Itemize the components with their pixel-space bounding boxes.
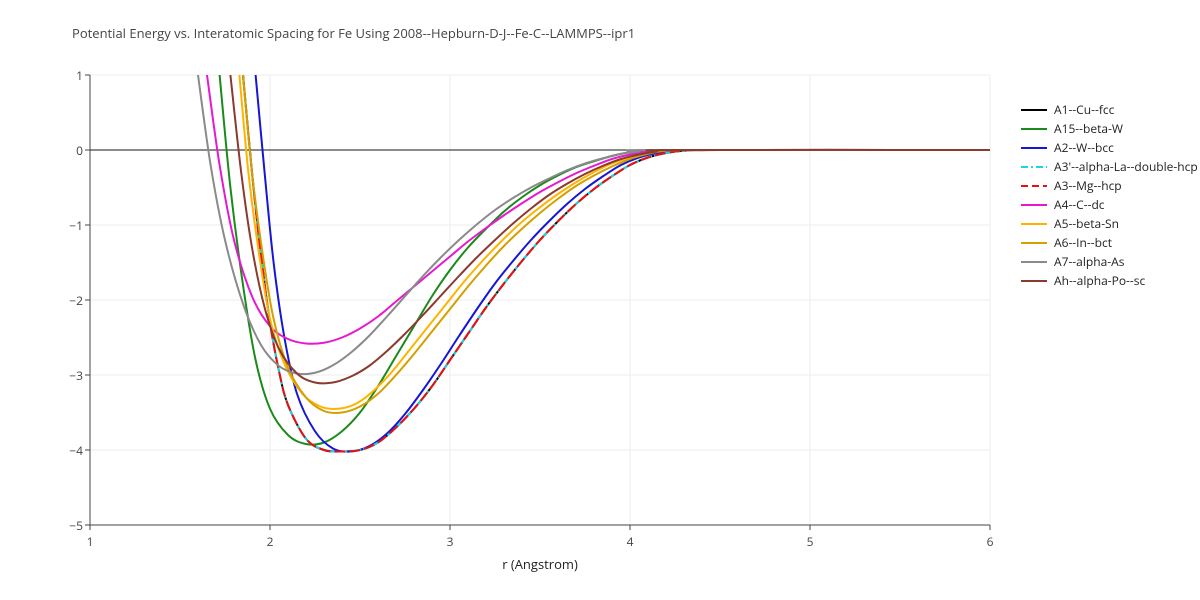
legend-swatch [1020, 199, 1048, 211]
legend-label: A6--In--bct [1054, 234, 1112, 251]
legend-label: A7--alpha-As [1054, 253, 1124, 270]
y-tick-label: 1 [45, 67, 83, 84]
legend-label: A3--Mg--hcp [1054, 177, 1122, 194]
legend-item[interactable]: A5--beta-Sn [1020, 214, 1198, 233]
series-line[interactable] [243, 75, 990, 452]
legend-swatch [1020, 123, 1048, 135]
legend-label: A4--C--dc [1054, 196, 1105, 213]
legend-item[interactable]: A2--W--bcc [1020, 138, 1198, 157]
chart-legend: A1--Cu--fcc A15--beta-W A2--W--bcc A3'--alp… [1020, 100, 1198, 290]
x-tick-label: 5 [790, 533, 830, 550]
legend-label: Ah--alpha-Po--sc [1054, 272, 1145, 289]
legend-item[interactable]: A15--beta-W [1020, 119, 1198, 138]
chart-plot-area[interactable] [0, 0, 1200, 600]
legend-label: A2--W--bcc [1054, 139, 1114, 156]
legend-item[interactable]: A7--alpha-As [1020, 252, 1198, 271]
legend-swatch [1020, 142, 1048, 154]
x-tick-label: 4 [610, 533, 650, 550]
chart-axes [85, 75, 990, 530]
series-line[interactable] [220, 75, 990, 445]
y-tick-label: −3 [45, 367, 83, 384]
series-line[interactable] [207, 75, 990, 344]
legend-swatch [1020, 180, 1048, 192]
y-tick-label: −2 [45, 292, 83, 309]
legend-swatch [1020, 237, 1048, 249]
x-tick-label: 6 [970, 533, 1010, 550]
x-tick-label: 3 [430, 533, 470, 550]
legend-item[interactable]: Ah--alpha-Po--sc [1020, 271, 1198, 290]
x-tick-label: 1 [70, 533, 110, 550]
legend-label: A15--beta-W [1054, 120, 1123, 137]
series-line[interactable] [243, 75, 990, 413]
series-line[interactable] [239, 75, 990, 409]
legend-swatch [1020, 218, 1048, 230]
legend-swatch [1020, 275, 1048, 287]
legend-item[interactable]: A4--C--dc [1020, 195, 1198, 214]
chart-series [198, 75, 990, 452]
legend-item[interactable]: A3'--alpha-La--double-hcp [1020, 157, 1198, 176]
legend-label: A1--Cu--fcc [1054, 101, 1114, 118]
y-tick-label: −4 [45, 442, 83, 459]
legend-label: A3'--alpha-La--double-hcp [1054, 158, 1198, 175]
legend-swatch [1020, 161, 1048, 173]
y-tick-label: −1 [45, 217, 83, 234]
y-tick-label: −5 [45, 517, 83, 534]
series-line[interactable] [256, 75, 990, 452]
legend-item[interactable]: A6--In--bct [1020, 233, 1198, 252]
legend-label: A5--beta-Sn [1054, 215, 1119, 232]
legend-swatch [1020, 104, 1048, 116]
legend-item[interactable]: A1--Cu--fcc [1020, 100, 1198, 119]
y-tick-label: 0 [45, 142, 83, 159]
series-line[interactable] [243, 75, 990, 452]
series-line[interactable] [243, 75, 990, 452]
x-axis-label: r (Angstrom) [0, 555, 1080, 573]
x-tick-label: 2 [250, 533, 290, 550]
legend-swatch [1020, 256, 1048, 268]
legend-item[interactable]: A3--Mg--hcp [1020, 176, 1198, 195]
